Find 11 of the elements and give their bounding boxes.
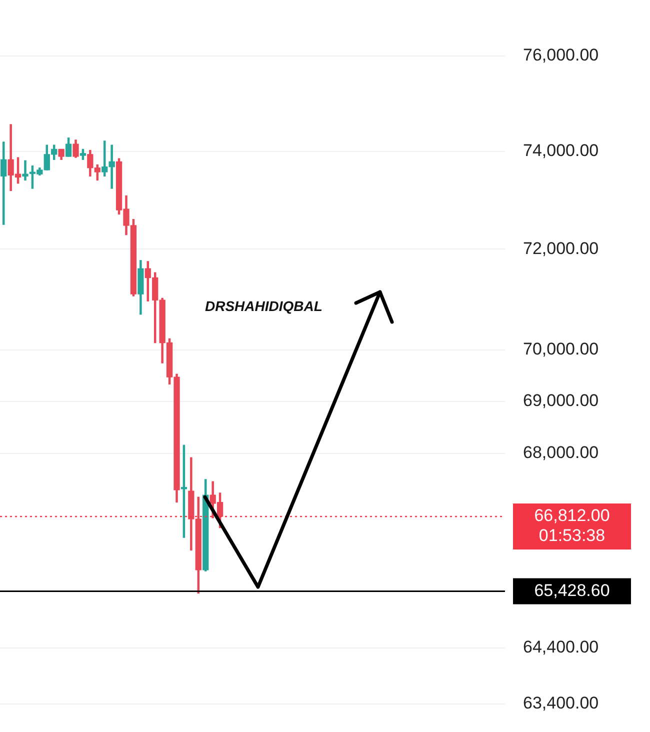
y-tick-label: 72,000.00 xyxy=(523,238,599,258)
ref-line-label: 66,812.00 01:53:38 xyxy=(534,506,610,546)
y-tick-label: 76,000.00 xyxy=(523,46,599,65)
y-tick-label: 70,000.00 xyxy=(523,340,599,359)
y-tick-label: 64,400.00 xyxy=(523,638,599,657)
annotation: DRSHAHIDIQBAL xyxy=(205,298,322,314)
y-tick-label: 74,000.00 xyxy=(523,140,599,160)
y-tick-label: 63,400.00 xyxy=(523,693,599,712)
ref-line-label: 65,428.60 xyxy=(534,580,610,600)
y-tick-label: 68,000.00 xyxy=(523,443,599,462)
y-tick-label: 69,000.00 xyxy=(523,391,599,410)
